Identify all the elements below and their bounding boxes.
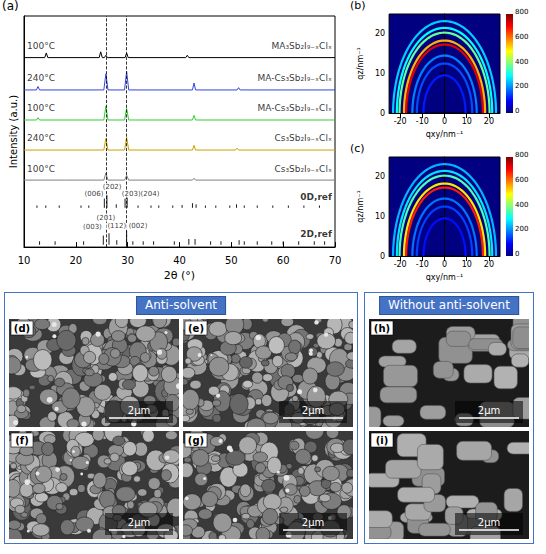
html-text:400: 400 bbox=[515, 200, 529, 209]
svg-text:MA₃Sb₂I₉₋ₓClₓ: MA₃Sb₂I₉₋ₓClₓ bbox=[272, 41, 332, 51]
svg-text:(202): (202) bbox=[103, 183, 122, 191]
html-text:800: 800 bbox=[515, 8, 529, 16]
html-text:0: 0 bbox=[515, 250, 520, 258]
svg-text:-20: -20 bbox=[394, 260, 407, 269]
html-text:(c): (c) bbox=[350, 142, 365, 155]
svg-text:2μm: 2μm bbox=[302, 517, 324, 528]
svg-text:(006): (006) bbox=[85, 190, 104, 198]
svg-text:MA-Cs₃Sb₂I₉₋ₓClₓ: MA-Cs₃Sb₂I₉₋ₓClₓ bbox=[258, 103, 332, 113]
svg-text:0: 0 bbox=[442, 260, 447, 269]
svg-text:60: 60 bbox=[277, 255, 290, 266]
svg-text:10: 10 bbox=[375, 212, 385, 221]
svg-text:-10: -10 bbox=[416, 260, 429, 269]
html-text:Without anti-solvent: Without anti-solvent bbox=[388, 298, 510, 312]
svg-text:100°C: 100°C bbox=[27, 103, 55, 113]
svg-text:Intensity (a.u.): Intensity (a.u.) bbox=[8, 95, 19, 168]
svg-text:20: 20 bbox=[484, 260, 494, 269]
svg-text:-10: -10 bbox=[416, 117, 429, 126]
svg-text:qz/nm⁻¹: qz/nm⁻¹ bbox=[356, 190, 365, 222]
html-text:Anti-solvent: Anti-solvent bbox=[145, 298, 217, 312]
svg-text:(201): (201) bbox=[96, 214, 115, 222]
svg-text:20: 20 bbox=[375, 29, 385, 38]
svg-text:(f): (f) bbox=[15, 435, 29, 446]
html-text:(a): (a) bbox=[2, 0, 19, 13]
html-text:0: 0 bbox=[515, 107, 520, 115]
svg-text:20: 20 bbox=[484, 117, 494, 126]
svg-text:10: 10 bbox=[18, 255, 31, 266]
svg-text:2μm: 2μm bbox=[128, 517, 150, 528]
svg-text:(112): (112) bbox=[107, 222, 126, 230]
svg-text:0: 0 bbox=[380, 252, 385, 261]
svg-text:10: 10 bbox=[462, 117, 472, 126]
svg-text:100°C: 100°C bbox=[27, 164, 55, 174]
svg-text:(e): (e) bbox=[188, 323, 204, 334]
html-text:800: 800 bbox=[515, 151, 529, 159]
svg-text:2μm: 2μm bbox=[478, 405, 500, 416]
svg-text:(203)(204): (203)(204) bbox=[122, 190, 160, 198]
svg-text:0: 0 bbox=[380, 109, 385, 118]
svg-text:0: 0 bbox=[442, 117, 447, 126]
svg-text:Cs₃Sb₂I₉₋ₓClₓ: Cs₃Sb₂I₉₋ₓClₓ bbox=[274, 133, 331, 143]
svg-text:MA-Cs₃Sb₂I₉₋ₓClₓ: MA-Cs₃Sb₂I₉₋ₓClₓ bbox=[258, 73, 332, 83]
html-text:600: 600 bbox=[515, 32, 529, 41]
svg-text:(003): (003) bbox=[83, 223, 102, 231]
svg-text:70: 70 bbox=[329, 255, 342, 266]
svg-text:2μm: 2μm bbox=[478, 517, 500, 528]
svg-text:240°C: 240°C bbox=[27, 73, 55, 83]
svg-text:(d): (d) bbox=[14, 323, 30, 334]
svg-text:-20: -20 bbox=[394, 117, 407, 126]
svg-text:20: 20 bbox=[69, 255, 82, 266]
svg-text:2D,ref: 2D,ref bbox=[300, 229, 332, 239]
svg-text:30: 30 bbox=[121, 255, 134, 266]
svg-text:10: 10 bbox=[462, 260, 472, 269]
svg-text:qxy/nm⁻¹: qxy/nm⁻¹ bbox=[426, 273, 464, 282]
html-text:200: 200 bbox=[515, 82, 529, 91]
svg-text:240°C: 240°C bbox=[27, 133, 55, 143]
svg-text:(002): (002) bbox=[129, 222, 148, 230]
svg-text:qz/nm⁻¹: qz/nm⁻¹ bbox=[356, 47, 365, 79]
html-text:600: 600 bbox=[515, 175, 529, 184]
svg-text:2μm: 2μm bbox=[128, 405, 150, 416]
svg-text:(i): (i) bbox=[376, 435, 389, 446]
svg-text:Cs₃Sb₂I₉₋ₓClₓ: Cs₃Sb₂I₉₋ₓClₓ bbox=[274, 164, 331, 174]
svg-text:50: 50 bbox=[225, 255, 238, 266]
html-text:200: 200 bbox=[515, 225, 529, 234]
svg-text:(g): (g) bbox=[188, 435, 204, 446]
svg-text:100°C: 100°C bbox=[27, 41, 55, 51]
svg-text:10: 10 bbox=[375, 69, 385, 78]
svg-text:20: 20 bbox=[375, 172, 385, 181]
svg-text:2θ (°): 2θ (°) bbox=[164, 269, 195, 282]
svg-text:(h): (h) bbox=[374, 323, 390, 334]
svg-text:40: 40 bbox=[173, 255, 186, 266]
svg-text:2μm: 2μm bbox=[302, 405, 324, 416]
html-text:(b): (b) bbox=[350, 0, 366, 12]
svg-text:qxy/nm⁻¹: qxy/nm⁻¹ bbox=[426, 130, 464, 139]
svg-text:0D,ref: 0D,ref bbox=[300, 192, 332, 202]
html-text:400: 400 bbox=[515, 57, 529, 66]
